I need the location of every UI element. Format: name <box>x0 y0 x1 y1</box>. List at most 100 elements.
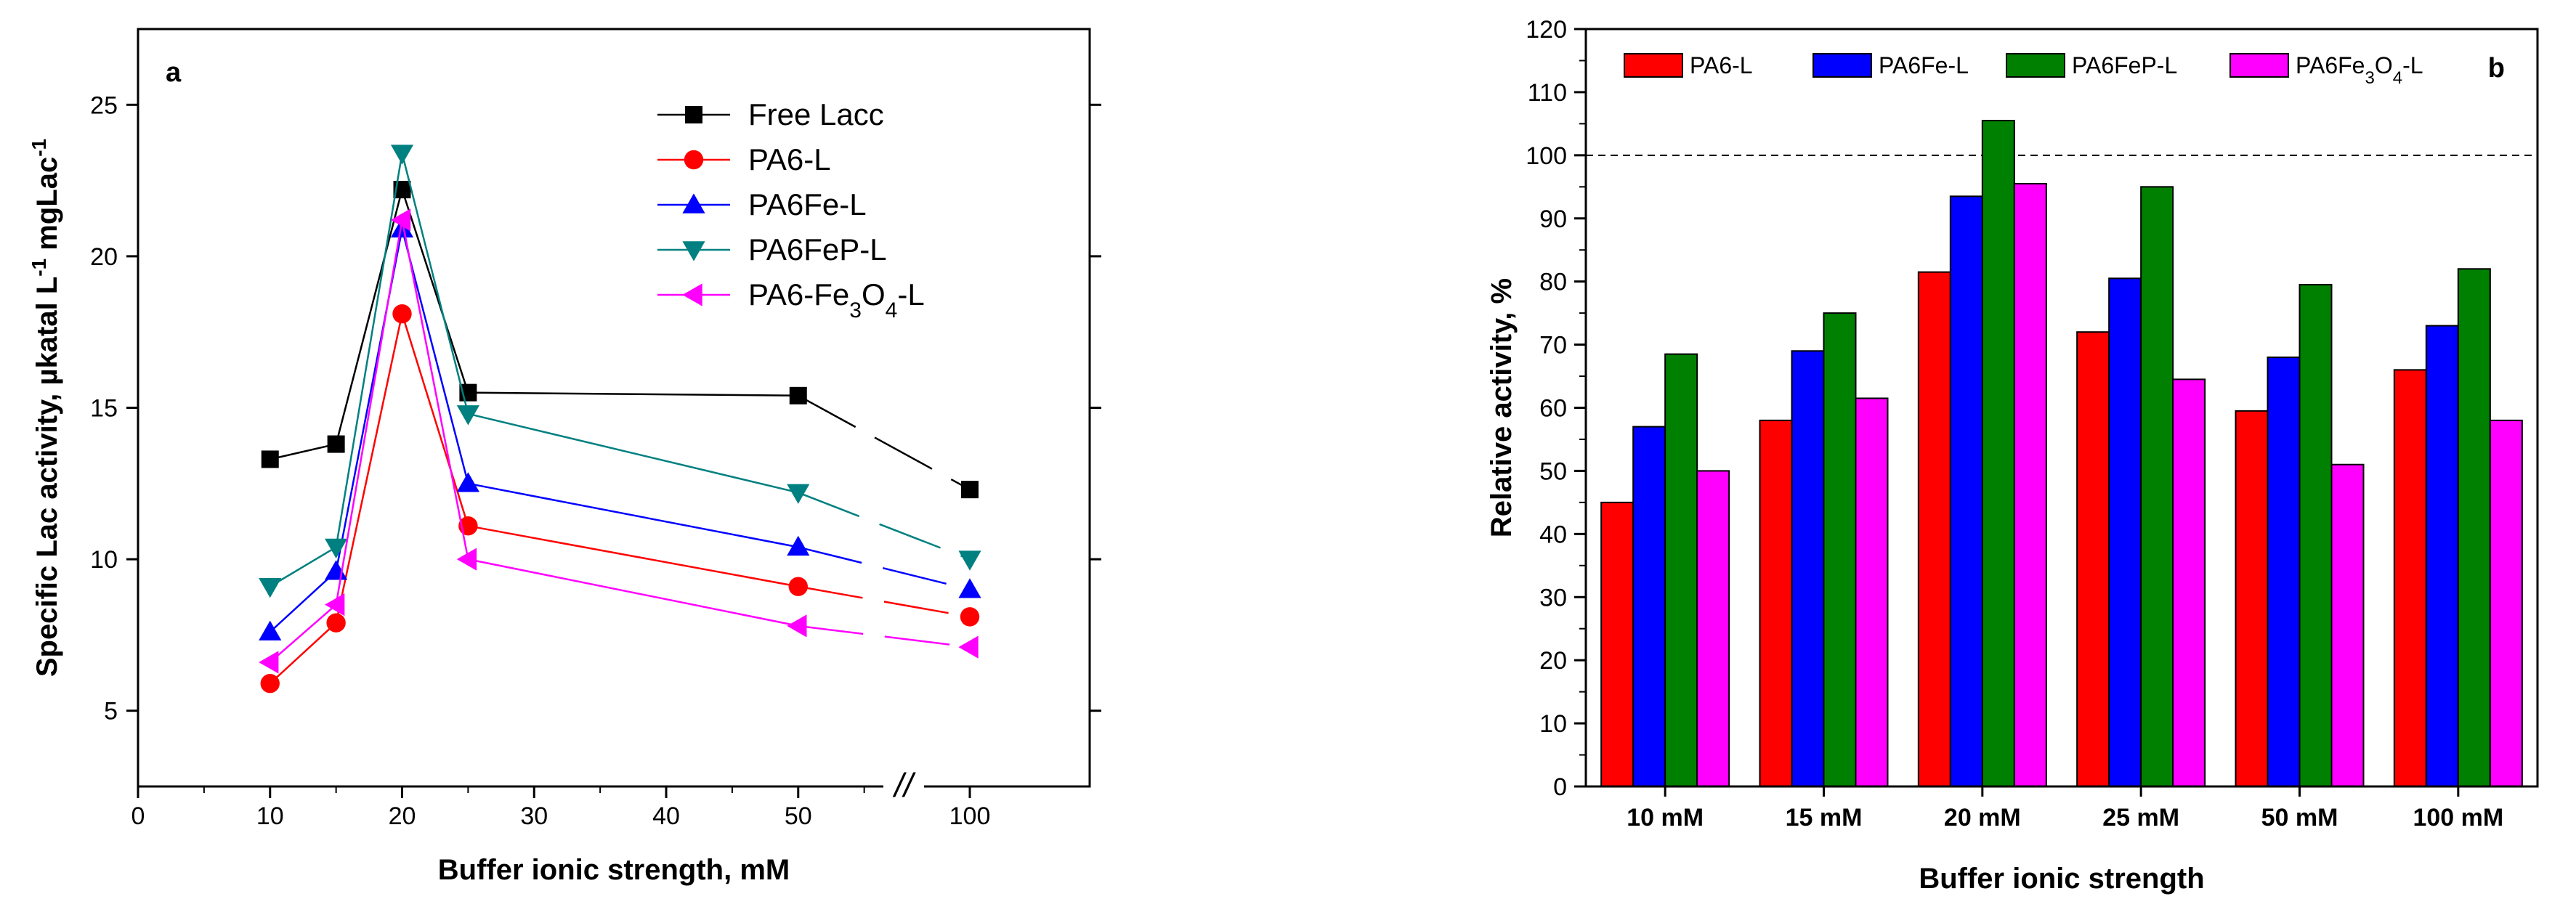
bar-group <box>2076 186 2206 787</box>
series-line-segment <box>468 482 799 548</box>
bar <box>1855 397 1889 787</box>
data-point <box>787 484 810 504</box>
data-point <box>392 304 412 324</box>
x-tick-label-a: 30 <box>520 802 548 830</box>
axis-break-mask <box>883 773 924 802</box>
bar <box>2393 369 2427 788</box>
bar <box>2108 277 2142 787</box>
legend-entry-a: Free Lacc <box>657 97 884 131</box>
y-tick-label-b: 80 <box>1539 269 1567 296</box>
bar <box>1600 501 1635 787</box>
data-point <box>259 651 279 674</box>
legend-entry-b: PA6Fe-L <box>1812 52 1969 78</box>
data-point <box>960 607 980 627</box>
series-line-segment <box>798 394 971 491</box>
y-tick-label-a: 20 <box>90 243 118 271</box>
series-line-segment <box>798 625 971 648</box>
y-tick-label-a: 25 <box>90 92 118 119</box>
legend-label: PA6Fe-L <box>748 187 867 221</box>
series-pa6fe-l <box>259 217 981 640</box>
series-line-segment <box>468 558 799 627</box>
series-line-segment <box>401 219 469 560</box>
data-point <box>456 548 477 571</box>
series-line-segment <box>401 152 469 415</box>
data-point <box>390 217 414 238</box>
series-line-segment <box>798 546 971 591</box>
bar-group <box>1759 312 1889 788</box>
series-line-segment <box>468 412 799 494</box>
bar-group <box>1917 120 2047 788</box>
bar <box>1696 470 1730 788</box>
data-point <box>789 386 807 404</box>
bar <box>2457 268 2491 787</box>
legend-label: PA6Fe-L <box>1879 52 1969 78</box>
data-point <box>958 635 979 659</box>
x-category-label-b: 100 mM <box>2413 804 2503 831</box>
legend-entry-b: PA6FeP-L <box>2006 52 2177 78</box>
x-tick-label-a: 100 <box>949 802 991 830</box>
series-line-segment <box>798 585 971 618</box>
bar-group <box>2393 268 2523 788</box>
series-line-segment <box>270 546 337 587</box>
series-line-segment <box>401 189 469 394</box>
data-point <box>958 550 981 571</box>
y-tick-label-a: 5 <box>104 698 118 725</box>
axis-break-marker: // <box>892 766 916 804</box>
legend-label: PA6-Fe3O4-L <box>748 277 925 322</box>
legend-label: PA6-L <box>1690 52 1753 78</box>
legend-label: PA6FeP-L <box>2072 52 2177 78</box>
y-axis-title-b: Relative activity, % <box>1486 278 1518 537</box>
panel-label-b: b <box>2488 53 2505 84</box>
bar <box>1791 350 1825 787</box>
bar <box>1917 271 1951 788</box>
legend-swatch <box>2006 53 2065 78</box>
data-point <box>456 472 479 492</box>
bar <box>1949 195 1983 787</box>
legend-label: PA6-L <box>748 142 831 176</box>
y-tick-label-b: 40 <box>1539 521 1567 548</box>
data-point <box>787 535 810 556</box>
series-pa6fep-l <box>259 145 981 598</box>
legend-label: Free Lacc <box>748 97 884 131</box>
data-point <box>788 577 808 596</box>
series-line-segment <box>401 229 469 484</box>
y-tick-label-b: 60 <box>1539 395 1567 423</box>
series-line-segment <box>335 219 403 605</box>
series-line-segment <box>798 492 971 561</box>
y-tick-label-b: 120 <box>1526 16 1567 44</box>
x-tick-label-a: 10 <box>256 802 284 830</box>
series-line-segment <box>269 622 337 685</box>
bar <box>2172 378 2206 787</box>
bar <box>2235 410 2269 787</box>
bar <box>2330 463 2365 787</box>
series-free-lacc <box>261 181 979 499</box>
legend-swatch <box>2229 53 2289 78</box>
x-axis-title-b: Buffer ionic strength <box>1919 863 2204 895</box>
x-tick-label-a: 0 <box>131 802 145 830</box>
legend-entry-b: PA6Fe3O4-L <box>2229 52 2423 88</box>
y-tick-label-b: 100 <box>1526 142 1567 170</box>
data-point <box>259 577 282 598</box>
data-point <box>390 145 414 165</box>
series-line-segment <box>468 391 798 397</box>
series-line-segment <box>269 570 337 633</box>
series-line-segment <box>401 313 469 526</box>
legend-entry-a: PA6FeP-L <box>657 232 887 267</box>
panel-a-line-chart: 0 10 20 30 40 50 100 5 10 15 20 25 // Free Lacc PA6-L P… <box>28 28 1101 886</box>
data-point <box>325 593 345 617</box>
legend-marker <box>682 241 705 261</box>
data-point <box>326 613 346 633</box>
x-category-label-b: 25 mM <box>2102 804 2179 831</box>
y-axis-title-a: Specific Lac activity, µkatal L-1 mgLac-… <box>28 139 64 677</box>
legend-entry-b: PA6-L <box>1624 52 1753 78</box>
data-point <box>456 405 479 426</box>
y-tick-label-a: 15 <box>90 395 118 423</box>
bar-group <box>1600 353 1730 788</box>
bar <box>2013 182 2047 787</box>
bar <box>1759 419 1793 788</box>
x-tick-label-a: 20 <box>389 802 416 830</box>
x-category-label-b: 20 mM <box>1944 804 2021 831</box>
y-tick-label-b: 0 <box>1553 773 1567 801</box>
bar <box>2076 331 2110 787</box>
data-point <box>961 481 979 499</box>
